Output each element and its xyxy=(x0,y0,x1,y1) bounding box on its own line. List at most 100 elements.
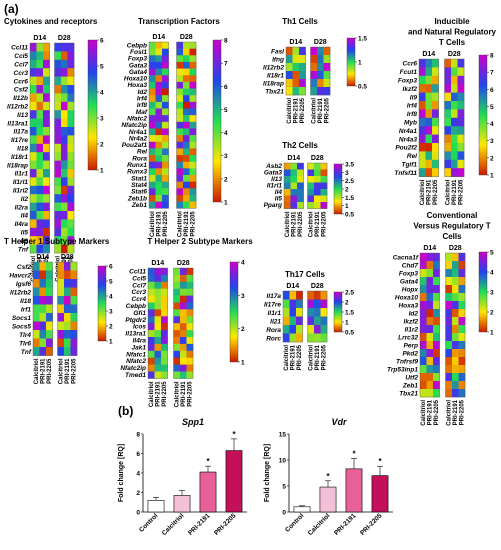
heatmap-cell xyxy=(149,141,156,149)
heatmap-cell xyxy=(451,84,458,93)
heatmap-cell xyxy=(176,61,184,69)
heatmap-cell xyxy=(320,333,328,343)
heatmap-cell xyxy=(162,194,169,202)
heatmap-cell xyxy=(433,341,440,350)
heatmap-cell xyxy=(54,51,62,61)
heatmap-cell xyxy=(148,274,155,283)
heatmap-cell xyxy=(149,88,156,96)
heatmap-cell xyxy=(433,277,440,286)
heatmap-cell xyxy=(154,337,162,345)
heatmap-cell xyxy=(154,357,162,365)
heatmap-cell xyxy=(180,295,187,303)
heatmap-cell xyxy=(61,135,68,145)
group-label: D14 xyxy=(422,51,435,58)
row-label: Icos xyxy=(133,324,146,331)
heatmap-cell xyxy=(67,185,75,195)
heatmap-cell xyxy=(426,389,434,398)
heatmap-cell xyxy=(289,333,297,343)
column-label: PRI-2191 xyxy=(40,358,46,384)
group-label: D28 xyxy=(314,39,327,46)
heatmap-cell xyxy=(173,309,181,317)
heatmap-cell xyxy=(186,364,194,372)
heatmap-cell xyxy=(189,141,197,149)
significance-mark: * xyxy=(232,430,236,439)
heatmap-cell xyxy=(419,126,426,135)
column-label: PRI-2191 xyxy=(453,399,459,425)
row-label: Il12rb2 xyxy=(7,104,28,111)
heatmap-title: T Helper 2 Subtype Markers xyxy=(147,237,253,246)
row-label: Nfatc2 xyxy=(126,358,146,365)
heatmap-cell xyxy=(445,253,453,262)
bar xyxy=(371,475,389,513)
heatmap-cell xyxy=(425,117,433,127)
row-label: Pparg xyxy=(264,202,282,209)
heatmap-cell xyxy=(432,59,439,68)
heatmap-cell xyxy=(54,68,62,77)
heatmap-cell xyxy=(155,155,163,162)
heatmap-cell xyxy=(33,330,40,339)
heatmap-cell xyxy=(149,75,156,83)
heatmap-cell xyxy=(432,101,439,110)
heatmap-cell xyxy=(148,337,155,345)
heatmap-cell xyxy=(148,323,155,331)
heatmap-cell xyxy=(451,143,458,152)
heatmap-cell xyxy=(426,285,434,294)
row-label: Havcr2 xyxy=(9,272,31,279)
bar-chart-title: Vdr xyxy=(331,417,347,427)
row-label: Ccl7 xyxy=(14,62,28,69)
heatmap-cell xyxy=(307,202,315,209)
heatmap-cell xyxy=(43,194,50,203)
heatmap-cell xyxy=(452,301,459,310)
heatmap-frame xyxy=(444,58,465,177)
heatmap-cell xyxy=(452,349,459,358)
heatmap-cell xyxy=(452,381,459,390)
heatmap-cell xyxy=(284,176,291,183)
heatmap-cell xyxy=(54,211,62,220)
heatmap-cell xyxy=(458,317,466,326)
heatmap-cell xyxy=(67,101,75,111)
group-label: D14 xyxy=(286,283,299,290)
heatmap-cell xyxy=(149,148,156,156)
heatmap-cell xyxy=(67,177,75,187)
heatmap-cell xyxy=(183,121,190,129)
heatmap-cell xyxy=(323,87,331,96)
heatmap-cell xyxy=(54,143,62,153)
heatmap-cell xyxy=(189,101,197,109)
heatmap-cell xyxy=(433,365,440,374)
heatmap-cell xyxy=(314,291,321,300)
colorbar-tick-label: 1 xyxy=(345,320,349,327)
heatmap-cell xyxy=(33,296,40,305)
colorbar-tick-label: 3 xyxy=(109,309,113,316)
row-label: Fosl1 xyxy=(130,49,147,56)
heatmap-cell xyxy=(30,202,37,212)
heatmap-cell xyxy=(419,159,426,169)
heatmap-cell xyxy=(457,151,465,161)
row-label: Nfatc2ip xyxy=(121,122,147,129)
heatmap-cell xyxy=(161,309,168,317)
heatmap-cell xyxy=(67,93,75,103)
column-label: PRI-2191 xyxy=(426,179,432,205)
heatmap-cell xyxy=(43,101,50,111)
group-label: D14 xyxy=(287,155,300,162)
heatmap-title: Transcription Factors xyxy=(138,17,220,26)
heatmap-cell xyxy=(162,68,169,76)
heatmap-cell xyxy=(36,59,44,69)
heatmap-cell xyxy=(64,313,71,322)
heatmap-frame xyxy=(176,41,197,209)
heatmap-cell xyxy=(284,169,291,177)
heatmap-cell xyxy=(433,261,440,270)
heatmap-cell xyxy=(445,301,453,310)
heatmap-cell xyxy=(70,262,78,271)
row-label: Stat1 xyxy=(131,175,147,182)
row-label: Lrrc32 xyxy=(398,334,418,341)
heatmap-cell xyxy=(148,281,155,289)
heatmap-cell xyxy=(432,75,439,85)
bar-chart-title: Spp1 xyxy=(182,417,204,427)
heatmap-cell xyxy=(30,160,37,170)
heatmap-cell xyxy=(420,389,427,398)
heatmap-cell xyxy=(189,42,197,49)
heatmap-title-line: Cells xyxy=(442,232,462,241)
row-label: Il5 xyxy=(21,230,29,237)
heatmap-cell xyxy=(33,338,40,348)
